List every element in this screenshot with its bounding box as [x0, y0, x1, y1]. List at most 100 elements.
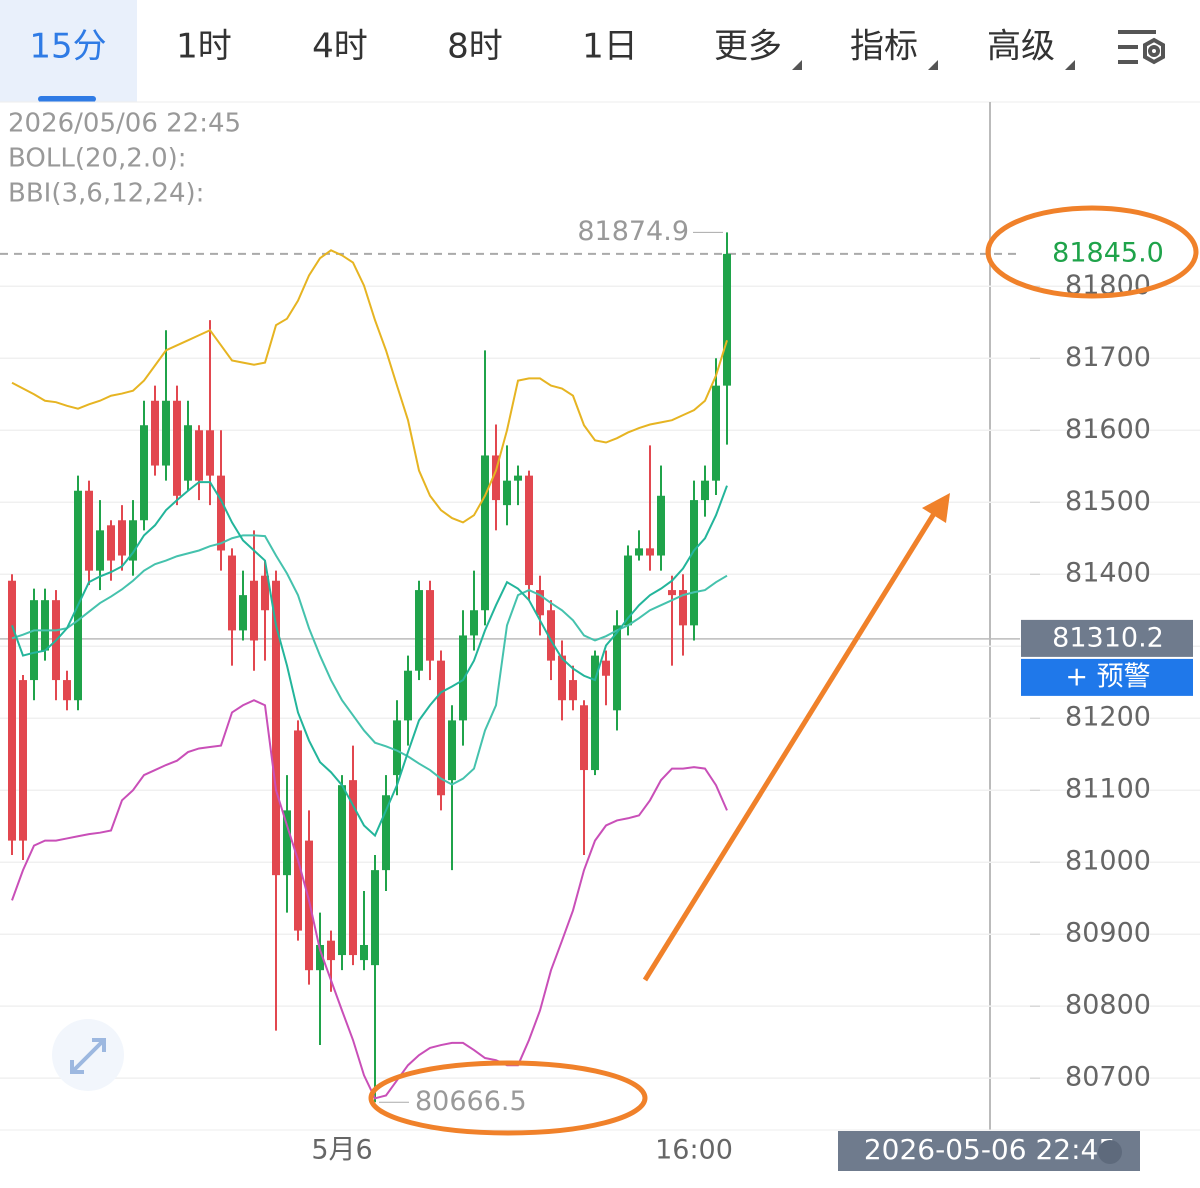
trend-arrow: [642, 510, 938, 982]
crosshair-time-box: [838, 1131, 1140, 1171]
candle-body: [371, 870, 379, 966]
min-label: 80666.5: [415, 1086, 527, 1117]
x-tick-label: 5月6: [311, 1135, 372, 1166]
y-tick-label: 81100: [1065, 774, 1151, 805]
candle-body: [514, 475, 522, 481]
candle-body: [272, 580, 280, 876]
indicator-info: 2026/05/06 22:45: [8, 109, 241, 139]
candle-body: [162, 400, 170, 466]
candle-body: [63, 680, 71, 701]
candle-body: [602, 660, 610, 676]
candle-body: [294, 730, 302, 931]
tab-highlight: [0, 0, 137, 102]
timeframe-tab[interactable]: 1时: [176, 27, 232, 67]
candle-body: [41, 600, 49, 651]
y-tick-label: 81700: [1065, 342, 1151, 373]
plot-area: 8070080800809008100081100812008130081400…: [0, 109, 1200, 1171]
candle-body: [415, 590, 423, 671]
candle-body: [547, 610, 555, 661]
candle-body: [580, 705, 588, 771]
candle-body: [525, 475, 533, 586]
expand-icon[interactable]: [52, 1019, 124, 1091]
candle-body: [624, 555, 632, 626]
candle-body: [184, 425, 192, 481]
candle-body: [151, 400, 159, 466]
candle-body: [657, 495, 665, 556]
y-tick-label: 81000: [1065, 846, 1151, 877]
crosshair-price: 81310.2: [1052, 622, 1164, 653]
timeframe-tab[interactable]: 4时: [312, 27, 368, 67]
indicator-line: [11, 534, 728, 786]
icon-gear-hole: [1148, 45, 1160, 57]
candle-body: [393, 720, 401, 776]
candle-body: [591, 655, 599, 771]
candle-body: [712, 385, 720, 481]
candle-body: [30, 600, 38, 681]
arrow-head: [922, 493, 950, 523]
x-tick-label: 16:00: [655, 1135, 733, 1166]
candle-body: [536, 590, 544, 616]
candle-body: [701, 480, 709, 501]
timeframe-tab[interactable]: 1日: [582, 27, 638, 67]
candle-body: [382, 795, 390, 871]
candle-body: [404, 670, 412, 721]
candle-body: [492, 455, 500, 501]
last-price-label: 81845.0: [1052, 237, 1164, 268]
y-tick-label: 80900: [1065, 918, 1151, 949]
candle-body: [679, 590, 687, 626]
candle-body: [195, 430, 203, 481]
crosshair-time: 2026-05-06 22:45: [864, 1133, 1116, 1166]
expand-glyph: [70, 1038, 106, 1074]
indicator-line: [11, 249, 728, 524]
icon-gear: [1143, 37, 1165, 65]
indicator-info: BOLL(20,2.0):: [8, 144, 187, 174]
candle-body: [19, 680, 27, 841]
highlight-ellipse: [368, 1060, 648, 1136]
candle-body: [85, 490, 93, 571]
candle-body: [690, 500, 698, 626]
timeframe-tab[interactable]: 高级: [987, 27, 1055, 67]
candle-body: [569, 680, 577, 701]
candle-body: [217, 475, 225, 551]
candle-body: [129, 520, 137, 561]
highlight-ellipse: [985, 205, 1199, 299]
candle-body: [503, 480, 511, 506]
candle-body: [107, 525, 115, 561]
dropdown-caret: [928, 60, 938, 70]
tab-indicator: [38, 96, 96, 102]
candle-body: [723, 253, 731, 386]
candle-body: [228, 555, 236, 631]
annotation: [368, 205, 1199, 1136]
timeframe-tab[interactable]: 更多: [714, 27, 782, 67]
candle-body: [283, 810, 291, 876]
timeframe-tab[interactable]: 指标: [850, 27, 918, 67]
settings-icon[interactable]: [1118, 30, 1165, 65]
y-tick-label: 80800: [1065, 990, 1151, 1021]
candle-body: [118, 520, 126, 556]
candle-body: [459, 635, 467, 721]
timeframe-tab[interactable]: 15分: [29, 27, 106, 67]
y-tick-label: 81200: [1065, 702, 1151, 733]
close-icon[interactable]: [1098, 1140, 1122, 1164]
candle-body: [239, 595, 247, 631]
candle-body: [646, 548, 654, 556]
candle-body: [206, 430, 214, 476]
candle-body: [261, 575, 269, 611]
candle-body: [668, 590, 676, 596]
candle-body: [74, 490, 82, 701]
timeframe-tab[interactable]: 8时: [447, 27, 503, 67]
max-label: 81874.9: [577, 216, 689, 247]
indicator-line: [11, 699, 728, 1100]
candle-body: [613, 625, 621, 711]
alert-button[interactable]: + 预警: [1065, 661, 1150, 692]
candle-body: [338, 785, 346, 956]
candle-body: [327, 940, 335, 961]
candle-body: [481, 455, 489, 611]
indicator-info: BBI(3,6,12,24):: [8, 179, 204, 209]
alert-button-bg[interactable]: [1021, 658, 1193, 696]
candle-body: [173, 400, 181, 496]
y-tick-label: 81400: [1065, 558, 1151, 589]
candle-body: [635, 548, 643, 556]
candle-body: [360, 944, 368, 961]
